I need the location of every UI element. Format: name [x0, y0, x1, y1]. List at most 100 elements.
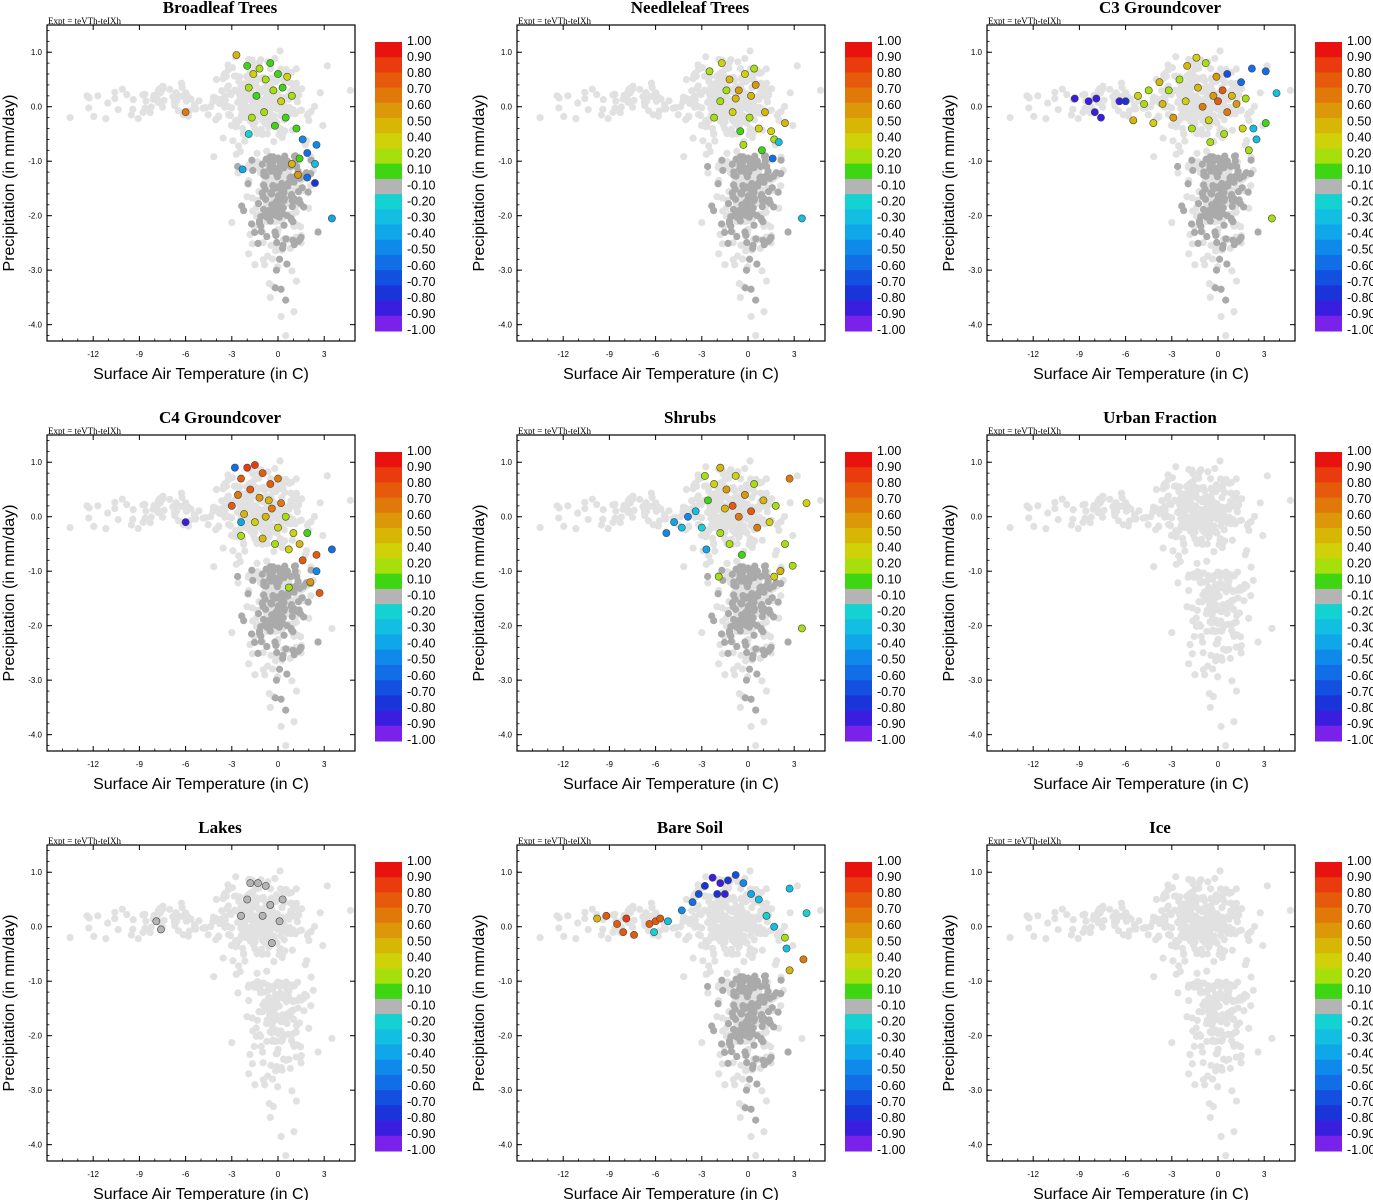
colorbar-segment: [375, 72, 402, 89]
background-point: [139, 518, 147, 526]
colorbar-label: 0.70: [407, 82, 431, 96]
background-point: [1235, 609, 1244, 617]
background-point: [555, 514, 563, 522]
background-point: [1169, 137, 1177, 145]
background-point: [118, 85, 126, 93]
background-point: [572, 115, 580, 123]
neutral-point: [259, 603, 267, 611]
colorbar-segment: [375, 209, 402, 226]
background-point: [746, 457, 754, 465]
x-tick-label: 0: [276, 350, 281, 359]
data-point: [728, 108, 737, 117]
background-point: [1208, 496, 1216, 504]
background-point: [748, 543, 756, 552]
neutral-point: [714, 180, 722, 188]
background-point: [709, 98, 717, 107]
plot-area: [47, 845, 355, 1161]
colorbar-label: 0.80: [1347, 476, 1371, 490]
background-point: [261, 86, 269, 94]
data-point: [327, 214, 336, 223]
background-point: [1225, 515, 1234, 523]
colorbar-segment: [375, 315, 402, 332]
background-point: [1172, 53, 1180, 61]
colorbar-label: 0.20: [407, 146, 431, 160]
background-point: [732, 529, 740, 538]
background-point: [261, 261, 269, 269]
background-point: [780, 512, 789, 521]
background-point: [680, 563, 688, 571]
data-point: [274, 523, 282, 532]
colorbar-segment: [1315, 239, 1342, 256]
background-point: [228, 218, 236, 227]
background-point: [1209, 626, 1217, 634]
colorbar-segment: [375, 619, 402, 636]
data-point: [1247, 64, 1256, 73]
data-point: [247, 113, 256, 122]
neutral-point: [750, 221, 758, 229]
neutral-point: [767, 643, 775, 652]
background-point: [741, 54, 749, 63]
background-point: [1159, 134, 1167, 142]
background-point: [644, 517, 653, 525]
background-point: [734, 58, 742, 66]
chart-subtitle: Expt = teVTh-teIXh: [48, 836, 122, 846]
colorbar-label: -0.70: [407, 275, 436, 289]
background-point: [643, 500, 651, 509]
background-point: [173, 507, 181, 515]
colorbar-segment: [845, 604, 872, 620]
background-point: [1171, 497, 1179, 505]
background-point: [713, 603, 721, 611]
background-point: [282, 503, 291, 512]
data-point: [271, 121, 279, 130]
neutral-point: [736, 627, 744, 635]
colorbar-label: 0.20: [1347, 146, 1371, 160]
background-point: [1208, 665, 1217, 673]
background-point: [85, 104, 93, 112]
colorbar-segment: [845, 634, 872, 651]
background-point: [1185, 586, 1193, 595]
y-tick-label: 1.0: [971, 48, 983, 57]
background-point: [239, 98, 247, 107]
background-point: [177, 489, 186, 497]
x-tick-label: -6: [1122, 350, 1130, 359]
background-point: [611, 90, 619, 98]
colorbar-segment: [845, 482, 872, 499]
background-point: [1186, 640, 1194, 649]
neutral-point: [761, 567, 769, 575]
colorbar-label: 0.80: [877, 476, 901, 490]
colorbar-label: -0.20: [877, 605, 906, 619]
background-point: [1191, 65, 1199, 73]
neutral-point: [263, 232, 271, 241]
y-tick-label: 0.0: [501, 513, 513, 522]
background-point: [1222, 572, 1230, 580]
colorbar-segment: [845, 558, 872, 575]
neutral-point: [1211, 228, 1219, 236]
background-point: [1117, 79, 1126, 87]
background-point: [173, 97, 181, 105]
neutral-point: [1215, 255, 1224, 263]
background-point: [755, 515, 764, 523]
background-point: [1150, 153, 1158, 161]
background-point: [1161, 92, 1169, 100]
data-point: [294, 170, 302, 179]
data-point: [1206, 138, 1215, 147]
colorbar-segment: [845, 224, 872, 241]
x-tick-label: -3: [228, 760, 236, 769]
neutral-point: [750, 164, 758, 172]
background-point: [1192, 622, 1201, 630]
neutral-point: [747, 195, 755, 203]
neutral-point: [750, 631, 758, 639]
background-point: [293, 85, 302, 93]
neutral-point: [244, 590, 252, 598]
background-point: [1237, 649, 1245, 657]
background-point: [1154, 522, 1163, 530]
neutral-point: [732, 582, 740, 590]
neutral-point: [1209, 158, 1217, 166]
background-point: [328, 624, 336, 633]
neutral-point: [774, 188, 782, 196]
background-point: [1193, 540, 1201, 548]
background-point: [127, 521, 135, 529]
data-point: [312, 550, 321, 559]
